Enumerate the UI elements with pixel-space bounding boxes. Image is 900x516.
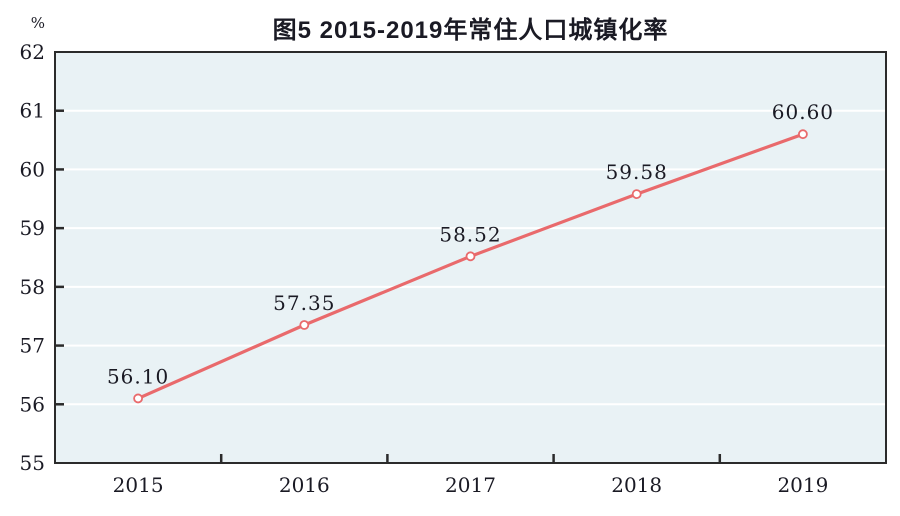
- data-point-label-2016: 57.35: [273, 291, 335, 315]
- y-tick-label-57: 57: [20, 334, 45, 358]
- data-point-2015: [133, 393, 144, 404]
- x-tick-label-2016: 2016: [279, 473, 330, 497]
- chart-title: 图5 2015-2019年常住人口城镇化率: [272, 17, 669, 44]
- data-point-2016: [299, 320, 310, 330]
- data-point-label-2018: 59.58: [606, 160, 668, 184]
- x-tick-label-2019: 2019: [777, 473, 828, 497]
- data-point-label-2019: 60.60: [772, 100, 834, 124]
- y-tick-label-61: 61: [20, 99, 45, 123]
- plot-border: [54, 51, 887, 464]
- y-tick-label-55: 55: [20, 451, 45, 475]
- x-tick-label-2015: 2015: [113, 473, 164, 497]
- data-point-2019: [798, 129, 808, 140]
- y-tick-label-62: 62: [20, 40, 45, 64]
- data-point-label-2015: 56.10: [107, 364, 169, 388]
- y-tick-label-60: 60: [20, 157, 45, 181]
- y-tick-label-56: 56: [20, 392, 45, 416]
- data-point-label-2017: 58.52: [439, 222, 501, 246]
- x-tick-label-2017: 2017: [445, 473, 496, 497]
- x-tick-label-2018: 2018: [611, 473, 662, 497]
- data-point-2017: [465, 251, 476, 262]
- y-tick-label-59: 59: [20, 216, 45, 240]
- data-point-2018: [631, 189, 642, 199]
- y-tick-label-58: 58: [20, 275, 45, 299]
- y-axis-unit-label: %: [30, 14, 45, 32]
